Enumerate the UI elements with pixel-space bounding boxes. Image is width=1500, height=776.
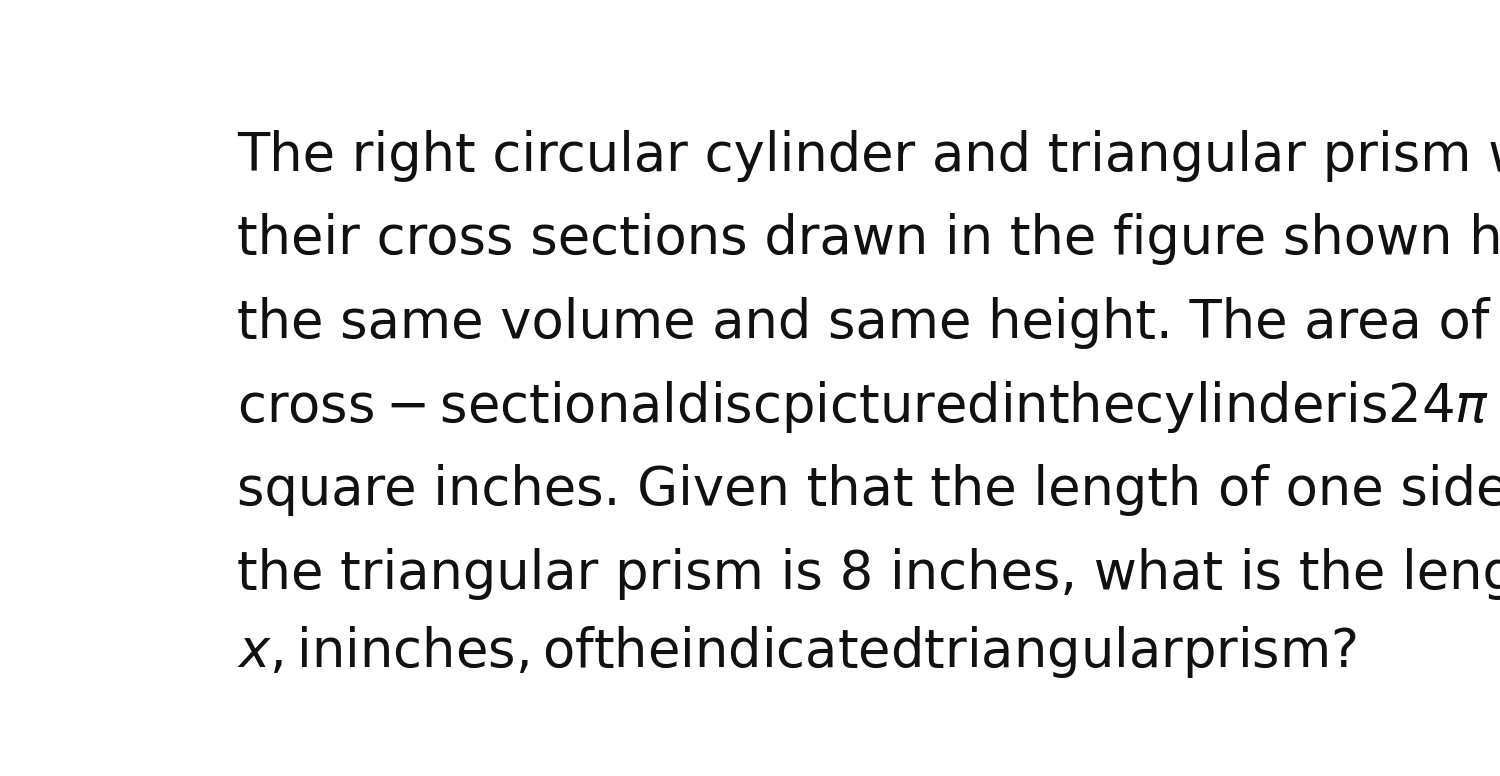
Text: $x\mathregular{ , in inches, of the indicated triangular prism?}$: $x\mathregular{ , in inches, of the indi… <box>237 624 1358 680</box>
Text: their cross sections drawn in the figure shown have: their cross sections drawn in the figure… <box>237 213 1500 265</box>
Text: $\mathregular{cross-sectional disc pictured in the cylinder is  }24\pi$: $\mathregular{cross-sectional disc pictu… <box>237 379 1490 435</box>
Text: the triangular prism is 8 inches, what is the length of: the triangular prism is 8 inches, what i… <box>237 548 1500 600</box>
Text: the same volume and same height. The area of the: the same volume and same height. The are… <box>237 297 1500 349</box>
Text: square inches. Given that the length of one side of: square inches. Given that the length of … <box>237 464 1500 516</box>
Text: The right circular cylinder and triangular prism with: The right circular cylinder and triangul… <box>237 130 1500 182</box>
